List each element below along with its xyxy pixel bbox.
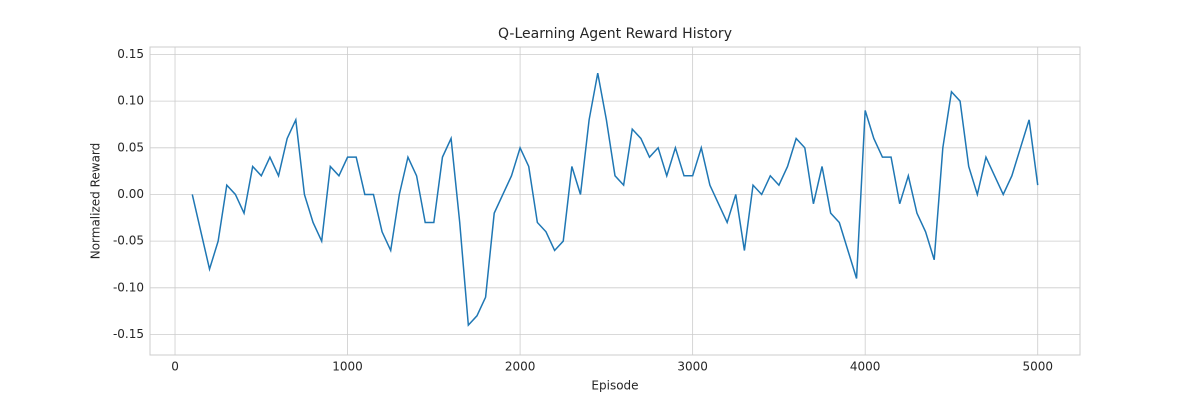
y-axis-label: Normalized Reward <box>89 143 103 260</box>
x-tick-label: 4000 <box>850 360 881 374</box>
y-tick-label: 0.15 <box>117 47 144 61</box>
x-tick-label: 5000 <box>1022 360 1053 374</box>
plot-frame <box>149 46 1081 356</box>
y-tick-label: -0.10 <box>113 280 144 294</box>
x-tick-label: 3000 <box>677 360 708 374</box>
y-tick-label: -0.05 <box>113 234 144 248</box>
x-tick-label: 2000 <box>505 360 536 374</box>
y-tick-label: 0.10 <box>117 94 144 108</box>
y-tick-label: 0.00 <box>117 187 144 201</box>
y-tick-label: 0.05 <box>117 140 144 154</box>
x-tick-label: 1000 <box>332 360 363 374</box>
x-axis-label: Episode <box>591 379 638 393</box>
y-tick-label: -0.15 <box>113 327 144 341</box>
line <box>191 72 1039 327</box>
x-tick-label: 0 <box>171 360 179 374</box>
chart-title: Q-Learning Agent Reward History <box>498 26 732 42</box>
